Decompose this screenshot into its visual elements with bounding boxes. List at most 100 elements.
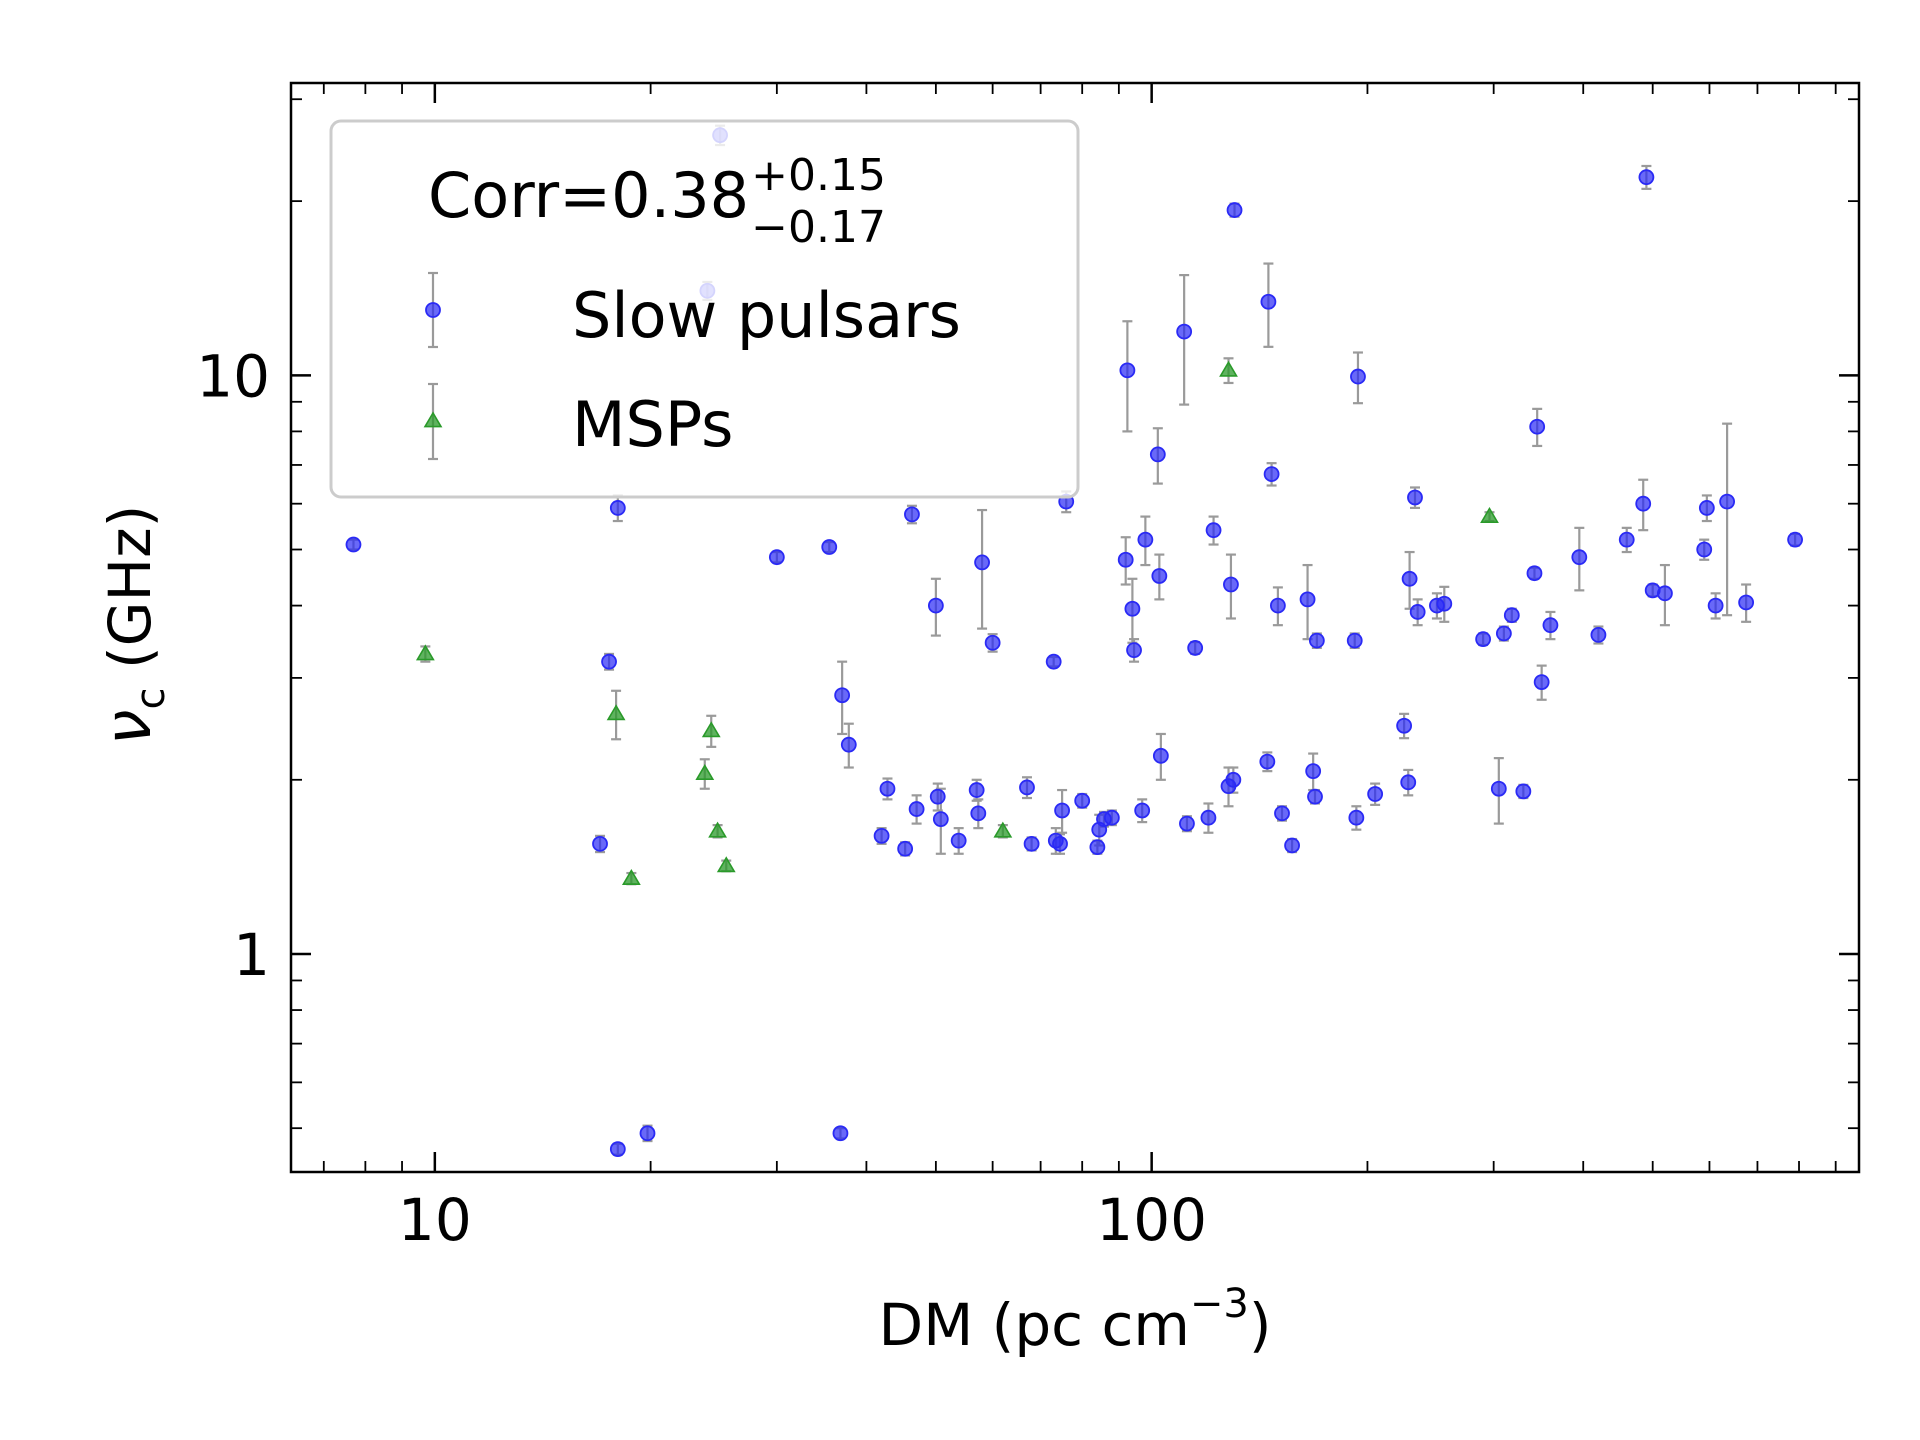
data-point-slow-pulsar	[1274, 805, 1290, 822]
y-axis-label-sub: c	[128, 687, 174, 709]
data-point-slow-pulsar	[1226, 202, 1243, 218]
data-point-slow-pulsar	[768, 549, 785, 566]
data-point-slow-pulsar	[1590, 626, 1607, 643]
data-point-slow-pulsar	[1475, 631, 1492, 648]
data-point-slow-pulsar	[1308, 632, 1325, 649]
data-point-slow-pulsar	[950, 832, 967, 849]
data-point-slow-pulsar	[1787, 531, 1803, 548]
data-point-slow-pulsar	[1259, 753, 1276, 770]
legend-annotation-main: Corr=0.38	[428, 159, 749, 232]
x-axis-label: DM (pc cm−3)	[879, 1281, 1272, 1359]
data-point-slow-pulsar	[1187, 640, 1204, 656]
data-point-slow-pulsar	[834, 687, 851, 704]
data-point-slow-pulsar	[1137, 531, 1154, 548]
legend-box	[329, 119, 1080, 499]
data-point-slow-pulsar	[974, 554, 990, 571]
data-point-slow-pulsar	[1503, 607, 1520, 624]
data-point-msp	[606, 704, 626, 721]
series-msps	[415, 357, 1499, 886]
data-point-msp	[993, 821, 1013, 838]
y-axis-label: νc (GHz)	[92, 505, 174, 745]
legend-marker-msps	[423, 411, 443, 428]
series-slow-pulsars	[345, 124, 1803, 1158]
data-point-slow-pulsar	[1074, 792, 1091, 809]
data-point-slow-pulsar	[1225, 771, 1242, 788]
data-point-slow-pulsar	[1396, 717, 1413, 734]
data-point-slow-pulsar	[1635, 495, 1652, 512]
data-point-slow-pulsar	[1407, 489, 1423, 506]
data-point-slow-pulsar	[897, 840, 914, 857]
data-point-slow-pulsar	[345, 536, 362, 553]
data-point-slow-pulsar	[1542, 617, 1559, 634]
data-point-slow-pulsar	[609, 500, 626, 516]
data-point-slow-pulsar	[929, 788, 946, 805]
data-point-slow-pulsar	[1307, 788, 1323, 805]
tick-labels: 10 100 1 10	[196, 342, 1207, 1254]
data-point-slow-pulsar	[968, 782, 985, 798]
y-tick-label: 1	[233, 921, 270, 989]
data-point-slow-pulsar	[1529, 418, 1546, 435]
legend-markers	[423, 271, 443, 461]
data-point-msp	[1219, 360, 1238, 377]
data-point-slow-pulsar	[1103, 809, 1120, 826]
data-point-slow-pulsar	[639, 1125, 656, 1142]
data-point-slow-pulsar	[1124, 600, 1141, 617]
data-point-slow-pulsar	[970, 805, 987, 822]
data-point-slow-pulsar	[1134, 802, 1151, 819]
data-point-slow-pulsar	[1350, 368, 1366, 385]
x-axis-label-base: DM (pc cm	[879, 1291, 1190, 1359]
data-point-slow-pulsar	[1052, 835, 1068, 852]
x-tick-label: 10	[398, 1186, 472, 1254]
data-point-slow-pulsar	[1305, 763, 1322, 780]
data-point-slow-pulsar	[1346, 632, 1363, 649]
legend-annotation-sub: −0.17	[751, 202, 886, 253]
data-point-slow-pulsar	[1618, 531, 1635, 548]
data-point-slow-pulsar	[908, 801, 925, 817]
plot-frame	[289, 81, 1861, 1174]
data-point-slow-pulsar	[932, 811, 949, 828]
x-axis-label-tail: )	[1249, 1291, 1272, 1359]
data-point-slow-pulsar	[1263, 466, 1280, 482]
data-point-msp	[708, 821, 727, 838]
data-point-msp	[415, 644, 435, 661]
data-point-slow-pulsar	[1054, 802, 1071, 819]
y-axis-label-tail: (GHz)	[96, 505, 164, 688]
data-point-slow-pulsar	[1719, 493, 1736, 510]
data-point-slow-pulsar	[1045, 653, 1062, 670]
data-point-slow-pulsar	[1400, 774, 1417, 791]
data-point-slow-pulsar	[1495, 625, 1512, 642]
data-point-slow-pulsar	[821, 539, 838, 555]
data-point-slow-pulsar	[1284, 837, 1300, 854]
legend-annotation: Corr=0.38+0.15 −0.17	[428, 150, 886, 253]
data-point-msp	[1480, 507, 1499, 523]
data-point-slow-pulsar	[1176, 323, 1193, 340]
data-point-slow-pulsar	[1023, 835, 1040, 852]
data-point-slow-pulsar	[1089, 839, 1106, 856]
y-axis-label-symbol: ν	[92, 709, 166, 745]
data-point-slow-pulsar	[1205, 522, 1222, 539]
data-point-slow-pulsar	[1490, 780, 1507, 797]
data-point-slow-pulsar	[1515, 783, 1532, 800]
data-point-slow-pulsar	[1200, 809, 1217, 826]
data-point-slow-pulsar	[601, 653, 617, 670]
data-point-slow-pulsar	[832, 1125, 849, 1142]
x-tick-label: 100	[1096, 1186, 1207, 1254]
data-point-slow-pulsar	[1179, 815, 1195, 832]
data-point-slow-pulsar	[1533, 674, 1550, 691]
data-point-slow-pulsar	[1571, 549, 1588, 566]
data-point-slow-pulsar	[592, 835, 608, 852]
data-point-slow-pulsar	[1149, 446, 1166, 463]
data-point-slow-pulsar	[1269, 597, 1286, 614]
data-point-slow-pulsar	[1696, 541, 1713, 558]
data-point-slow-pulsar	[1019, 779, 1035, 796]
data-point-slow-pulsar	[984, 634, 1001, 651]
data-point-slow-pulsar	[1707, 597, 1724, 614]
data-point-slow-pulsar	[1367, 786, 1384, 802]
data-point-slow-pulsar	[879, 780, 896, 797]
legend-marker-slow-pulsars	[425, 302, 441, 318]
data-point-slow-pulsar	[1638, 169, 1655, 186]
data-point-msp	[701, 721, 721, 738]
data-point-slow-pulsar	[904, 506, 920, 523]
data-point-slow-pulsar	[609, 1141, 626, 1158]
